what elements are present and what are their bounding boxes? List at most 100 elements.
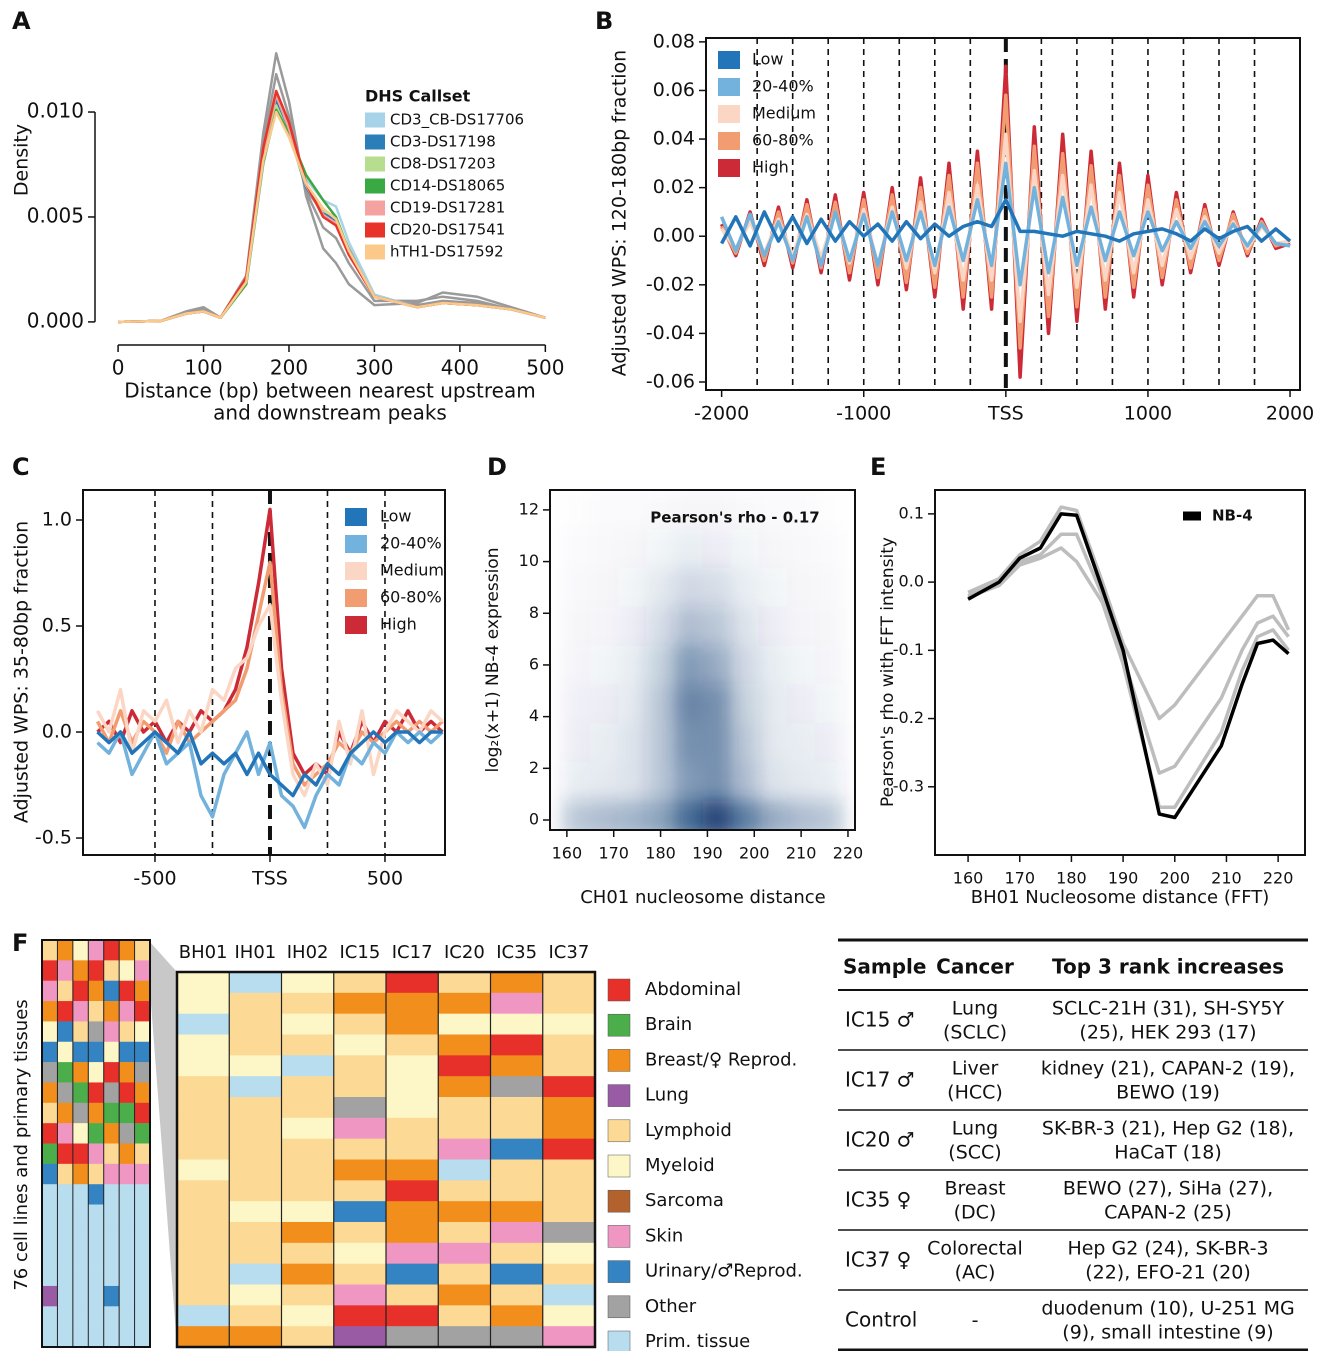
legend-label: Brain <box>645 1014 692 1035</box>
overview-cell <box>134 1245 151 1266</box>
heatmap-cell <box>333 1180 387 1202</box>
overview-cell <box>72 940 89 961</box>
heatmap-cell <box>490 1013 544 1035</box>
overview-cell <box>134 1102 151 1124</box>
y-tick-label: 0.06 <box>653 79 695 101</box>
heatmap-cell <box>386 1242 439 1265</box>
y-tick-label: -0.02 <box>646 273 695 295</box>
heatmap-cell <box>281 1013 335 1035</box>
density-cell <box>815 529 843 568</box>
overview-cell <box>103 1062 120 1083</box>
overview-cell <box>57 1224 74 1246</box>
x-tick-label: 220 <box>1263 869 1294 888</box>
density-cell <box>562 529 590 568</box>
density-cell <box>758 568 788 607</box>
density-cell <box>562 607 590 646</box>
heatmap-cell <box>281 1055 335 1077</box>
density-cell <box>590 645 619 685</box>
heatmap-cell <box>438 992 491 1015</box>
density-cell <box>618 800 647 830</box>
heatmap-cell <box>542 972 596 994</box>
overview-cell <box>134 1082 151 1104</box>
heatmap-cell <box>438 1284 491 1306</box>
series-line <box>96 730 443 798</box>
x-tick-label: 2000 <box>1266 403 1314 425</box>
heatmap-cell <box>490 1305 544 1327</box>
overview-cell <box>72 1285 89 1307</box>
overview-cell <box>57 1082 74 1104</box>
density-cell <box>730 800 759 830</box>
overview-cell <box>88 960 105 981</box>
density-cell <box>758 684 788 724</box>
series-line <box>95 603 444 798</box>
overview-cell <box>88 1143 105 1165</box>
legend-swatch <box>718 159 740 177</box>
overview-cell <box>57 980 74 1002</box>
overview-cell <box>42 980 58 1002</box>
overview-cell <box>72 1123 89 1144</box>
heatmap-cell <box>229 1138 282 1160</box>
density-cell <box>730 723 759 762</box>
heatmap-cell <box>281 1117 335 1140</box>
heatmap-cell <box>333 1076 387 1098</box>
overview-cell <box>88 1123 105 1144</box>
column-label: IC37 <box>548 942 589 963</box>
heatmap-cell <box>229 1305 282 1327</box>
table-cell: Lung <box>952 1118 998 1140</box>
density-cell <box>618 684 647 724</box>
overview-cell <box>72 1143 89 1165</box>
heatmap-cell <box>333 992 387 1015</box>
heatmap-cell <box>333 1138 387 1160</box>
heatmap-cell <box>229 1159 282 1181</box>
density-cell <box>674 568 703 607</box>
panel-label: E <box>870 453 886 481</box>
overview-cell <box>57 1123 74 1144</box>
heatmap-cell <box>438 1305 491 1327</box>
heatmap-cell <box>177 992 230 1015</box>
overview-cell <box>119 1306 135 1327</box>
density-cell <box>730 761 759 801</box>
overview-cell <box>88 1245 105 1266</box>
heatmap-cell <box>438 1263 491 1285</box>
overview-cell <box>72 1062 89 1083</box>
table-cell: IC17 ♂ <box>845 1068 915 1092</box>
density-cell <box>590 606 619 646</box>
overview-cell <box>57 1245 74 1266</box>
overview-cell <box>88 1082 105 1104</box>
plot-frame <box>549 489 856 831</box>
table-cell: (9), small intestine (9) <box>1062 1322 1273 1344</box>
heatmap-cell <box>229 1242 282 1265</box>
overview-cell <box>134 1224 151 1246</box>
column-label: IC17 <box>392 942 433 963</box>
overview-cell <box>42 940 58 961</box>
heatmap-cell <box>281 1222 335 1244</box>
density-cell <box>590 800 619 830</box>
heatmap-cell <box>333 1284 387 1306</box>
overview-cell <box>134 1123 151 1144</box>
overview-cell <box>134 1143 151 1165</box>
overview-cell <box>57 1204 74 1226</box>
overview-cell <box>103 1102 120 1124</box>
y-tick-label: 2 <box>529 758 539 777</box>
density-cell <box>618 761 647 801</box>
heatmap-cell <box>386 1117 439 1140</box>
overview-cell <box>72 1184 89 1205</box>
density-cell <box>618 529 646 568</box>
overview-cell <box>134 1306 151 1327</box>
overview-cell <box>42 1102 58 1124</box>
density-cell <box>815 607 843 646</box>
heatmap-cell <box>333 1159 387 1181</box>
overview-cell <box>88 1265 105 1287</box>
overview-cell <box>88 980 105 1002</box>
series-line <box>118 52 546 324</box>
density-cell <box>702 645 731 685</box>
overview-cell <box>42 1001 58 1022</box>
density-cell <box>562 723 591 762</box>
heatmap-cell <box>386 1076 439 1098</box>
density-cell <box>590 491 618 530</box>
overview-cell <box>103 1123 120 1144</box>
heatmap-cell <box>281 1305 335 1327</box>
heatmap-cell <box>542 1326 596 1348</box>
overview-cell <box>57 1285 74 1307</box>
